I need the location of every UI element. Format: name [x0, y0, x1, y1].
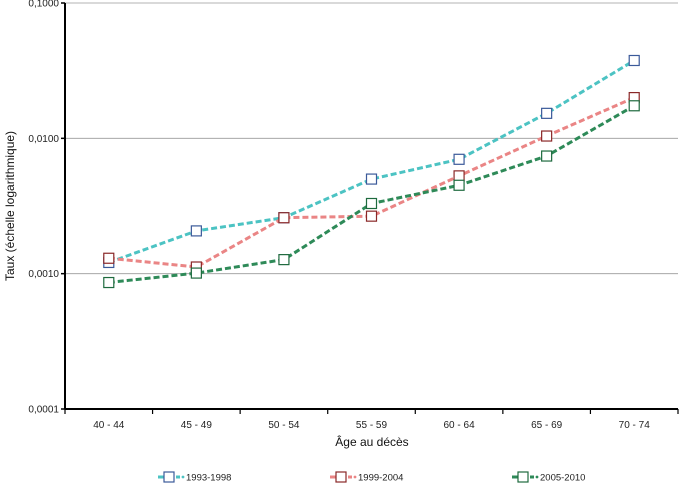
x-tick-label: 60 - 64 [444, 420, 476, 431]
x-axis-title: Âge au décès [335, 434, 408, 449]
axes [64, 3, 678, 410]
data-point [278, 212, 290, 224]
data-point [628, 54, 640, 67]
legend-item: 1999-2004 [330, 471, 403, 484]
x-tick-label: 65 - 69 [531, 420, 563, 431]
y-tick-label: 0,0010 [28, 269, 59, 280]
data-point [628, 100, 640, 112]
x-tick-label: 50 - 54 [268, 420, 300, 431]
y-tick-label: 0,0100 [28, 134, 59, 145]
x-tick-label: 40 - 44 [93, 420, 125, 431]
data-point [190, 225, 202, 237]
data-point [278, 254, 290, 266]
x-tick-label: 70 - 74 [619, 420, 651, 431]
x-tick-label: 55 - 59 [356, 420, 388, 431]
y-tick-label: 0,1000 [28, 0, 59, 10]
data-point [365, 197, 378, 210]
data-point [365, 173, 378, 185]
series-2005-2010 [103, 100, 640, 289]
legend: 1993-1998 1999-2004 2005-2010 [158, 471, 585, 484]
legend-label: 1993-1998 [186, 473, 231, 484]
legend-marker [335, 471, 347, 483]
data-point [541, 130, 553, 142]
legend-item: 1993-1998 [158, 471, 231, 484]
data-point [541, 107, 553, 119]
x-tick-labels: 40 - 44 45 - 49 50 - 54 55 - 59 60 - 64 65 - … [93, 420, 650, 431]
data-point [453, 179, 465, 191]
legend-marker [163, 471, 175, 483]
legend-dot [181, 475, 185, 479]
series-1993-1998 [103, 54, 640, 269]
legend-label: 2005-2010 [540, 473, 585, 484]
legend-item: 2005-2010 [512, 471, 585, 484]
data-point [453, 170, 465, 182]
y-tick-label: 0,0001 [28, 405, 59, 416]
series [103, 54, 640, 289]
data-point [103, 252, 115, 264]
legend-label: 1999-2004 [358, 473, 403, 484]
series-line [108, 59, 635, 264]
data-point [103, 276, 115, 289]
data-point [365, 210, 378, 222]
y-tick-labels: 0,1000 0,0100 0,0010 0,0001 [28, 0, 59, 416]
y-axis-title: Taux (échelle logarithmique) [3, 131, 17, 281]
legend-marker [517, 471, 529, 483]
data-point [453, 153, 465, 165]
legend-dot [353, 475, 357, 479]
x-tick-label: 45 - 49 [181, 420, 213, 431]
legend-dot [535, 475, 539, 479]
data-point [190, 267, 202, 279]
data-point [541, 150, 553, 162]
